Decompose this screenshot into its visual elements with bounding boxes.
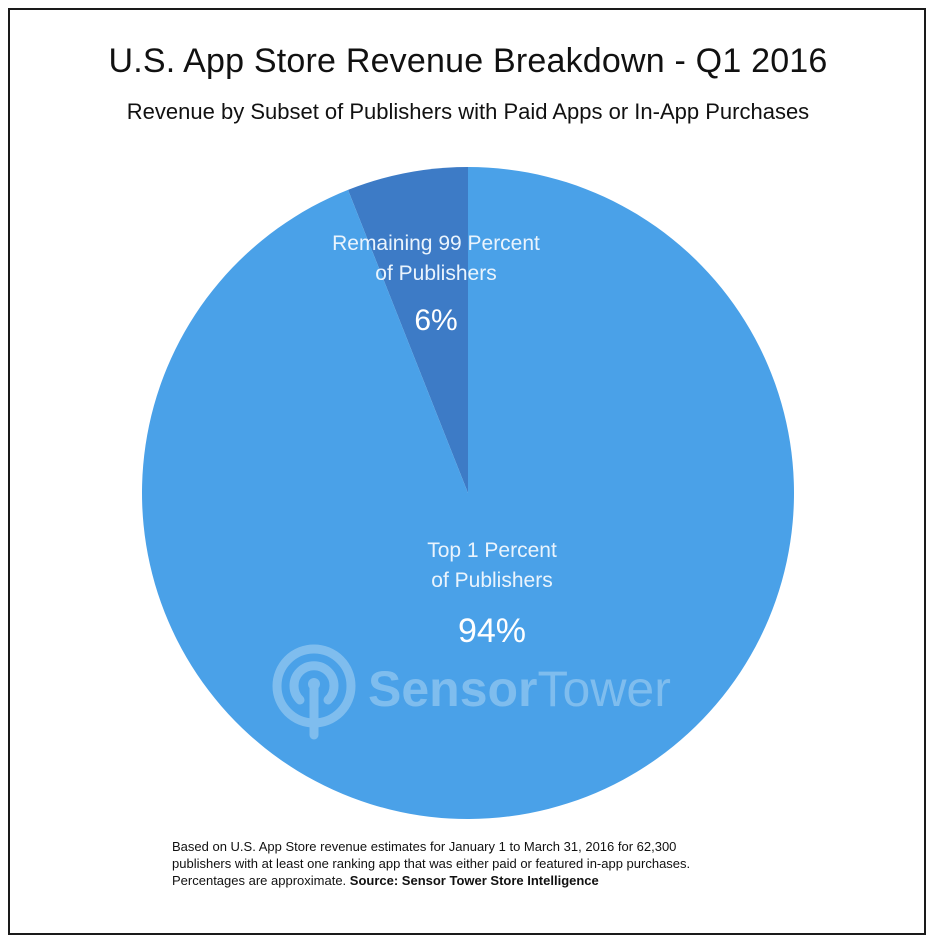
- footnote-line-2: publishers with at least one ranking app…: [172, 856, 691, 871]
- footnote-line-3: Percentages are approximate. Source: Sen…: [172, 872, 792, 889]
- footnote: Based on U.S. App Store revenue estimate…: [172, 838, 792, 889]
- svg-text:SensorTower: SensorTower: [368, 661, 671, 717]
- slice-value-label-0: 6%: [414, 304, 457, 337]
- footnote-source: Source: Sensor Tower Store Intelligence: [349, 873, 599, 888]
- pie-slice-0: [347, 167, 468, 493]
- pie-slices: [142, 167, 795, 820]
- slice-value-label-1: 94%: [458, 612, 526, 650]
- slice-label-1-line-0: Top 1 Percent: [427, 539, 557, 562]
- footnote-note: Percentages are approximate.: [172, 873, 350, 888]
- watermark-text-bold: Sensor: [368, 661, 538, 717]
- sensor-tower-watermark: SensorTower: [272, 644, 671, 740]
- slice-label-1-line-1: of Publishers: [431, 569, 552, 592]
- chart-subtitle: Revenue by Subset of Publishers with Pai…: [126, 99, 810, 124]
- chart-title: U.S. App Store Revenue Breakdown - Q1 20…: [108, 42, 828, 80]
- slice-labels: Remaining 99 Percent of Publishers 6% Top 1…: [332, 232, 557, 650]
- watermark-text-light: Tower: [538, 661, 671, 717]
- footnote-line-1: Based on U.S. App Store revenue estimate…: [172, 839, 677, 854]
- sensor-tower-logo-icon: [272, 644, 356, 740]
- pie-slice-1: [142, 167, 795, 820]
- slice-label-0-line-1: of Publishers: [375, 262, 496, 285]
- slice-label-0-line-0: Remaining 99 Percent: [332, 232, 540, 255]
